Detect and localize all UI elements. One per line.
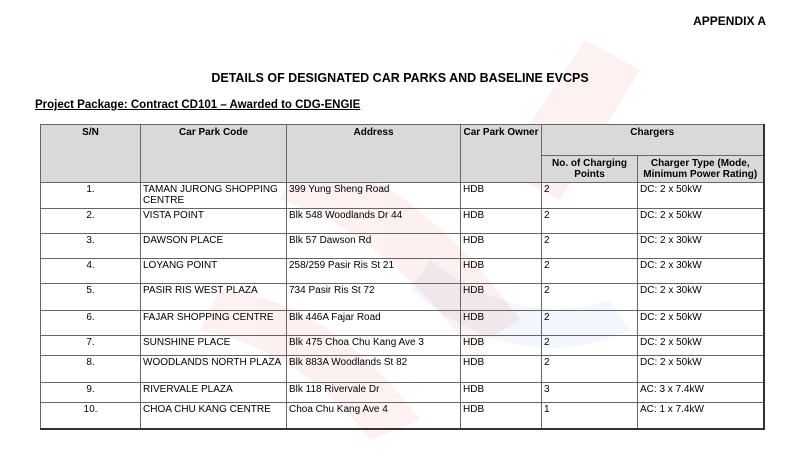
cell-car-park-code: WOODLANDS NORTH PLAZA	[140, 355, 287, 383]
cell-address: Blk 548 Woodlands Dr 44	[286, 208, 461, 234]
cell-sn: 6.	[40, 310, 141, 336]
header-chargers: Chargers	[541, 124, 764, 156]
cell-num-charging-points: 2	[541, 335, 638, 356]
cell-num-charging-points: 3	[541, 382, 638, 403]
cell-sn: 5.	[40, 283, 141, 311]
table-row: 1. TAMAN JURONG SHOPPING CENTRE 399 Yung…	[40, 182, 764, 209]
cell-car-park-code: RIVERVALE PLAZA	[140, 382, 287, 403]
cell-owner: HDB	[460, 402, 542, 429]
cell-owner: HDB	[460, 208, 542, 234]
cell-sn: 10.	[40, 402, 141, 429]
cell-car-park-code: VISTA POINT	[140, 208, 287, 234]
cell-car-park-code: SUNSHINE PLACE	[140, 335, 287, 356]
cell-address: Blk 446A Fajar Road	[286, 310, 461, 336]
cell-charger-type: DC: 2 x 50kW	[637, 182, 764, 209]
cell-charger-type: DC: 2 x 50kW	[637, 310, 764, 336]
cell-charger-type: AC: 1 x 7.4kW	[637, 402, 764, 429]
cell-sn: 3.	[40, 233, 141, 259]
cell-address: 399 Yung Sheng Road	[286, 182, 461, 209]
appendix-label: APPENDIX A	[693, 14, 766, 28]
cell-address: Blk 883A Woodlands St 82	[286, 355, 461, 383]
cell-num-charging-points: 2	[541, 283, 638, 311]
cell-address: Blk 118 Rivervale Dr	[286, 382, 461, 403]
cell-owner: HDB	[460, 335, 542, 356]
project-package-heading: Project Package: Contract CD101 – Awarde…	[35, 99, 361, 111]
cell-charger-type: DC: 2 x 30kW	[637, 258, 764, 284]
cell-address: 734 Pasir Ris St 72	[286, 283, 461, 311]
cell-car-park-code: FAJAR SHOPPING CENTRE	[140, 310, 287, 336]
cell-charger-type: DC: 2 x 50kW	[637, 335, 764, 356]
header-num-charging-points: No. of Charging Points	[541, 155, 638, 183]
header-charger-type: Charger Type (Mode, Minimum Power Rating…	[637, 155, 764, 183]
cell-address: Blk 57 Dawson Rd	[286, 233, 461, 259]
car-park-table: S/N Car Park Code Address Car Park Owner…	[40, 124, 765, 430]
header-address: Address	[286, 124, 461, 183]
cell-sn: 7.	[40, 335, 141, 356]
table-row: 4. LOYANG POINT 258/259 Pasir Ris St 21 …	[40, 258, 764, 284]
cell-owner: HDB	[460, 310, 542, 336]
table-row: 8. WOODLANDS NORTH PLAZA Blk 883A Woodla…	[40, 355, 764, 383]
cell-charger-type: DC: 2 x 50kW	[637, 355, 764, 383]
cell-num-charging-points: 2	[541, 182, 638, 209]
document-title: DETAILS OF DESIGNATED CAR PARKS AND BASE…	[211, 71, 589, 85]
cell-sn: 4.	[40, 258, 141, 284]
cell-address: Choa Chu Kang Ave 4	[286, 402, 461, 429]
cell-sn: 1.	[40, 182, 141, 209]
cell-charger-type: AC: 3 x 7.4kW	[637, 382, 764, 403]
cell-owner: HDB	[460, 355, 542, 383]
cell-num-charging-points: 2	[541, 208, 638, 234]
cell-num-charging-points: 2	[541, 310, 638, 336]
cell-sn: 2.	[40, 208, 141, 234]
cell-car-park-code: LOYANG POINT	[140, 258, 287, 284]
header-sn: S/N	[40, 124, 141, 183]
cell-charger-type: DC: 2 x 30kW	[637, 233, 764, 259]
cell-num-charging-points: 1	[541, 402, 638, 429]
cell-num-charging-points: 2	[541, 233, 638, 259]
cell-num-charging-points: 2	[541, 355, 638, 383]
header-car-park-owner: Car Park Owner	[460, 124, 542, 183]
cell-owner: HDB	[460, 233, 542, 259]
table-row: 7. SUNSHINE PLACE Blk 475 Choa Chu Kang …	[40, 335, 764, 356]
cell-sn: 8.	[40, 355, 141, 383]
cell-sn: 9.	[40, 382, 141, 403]
cell-car-park-code: TAMAN JURONG SHOPPING CENTRE	[140, 182, 287, 209]
cell-charger-type: DC: 2 x 30kW	[637, 283, 764, 311]
cell-owner: HDB	[460, 182, 542, 209]
table-row: 10. CHOA CHU KANG CENTRE Choa Chu Kang A…	[40, 402, 764, 429]
cell-address: Blk 475 Choa Chu Kang Ave 3	[286, 335, 461, 356]
cell-car-park-code: DAWSON PLACE	[140, 233, 287, 259]
table-row: 3. DAWSON PLACE Blk 57 Dawson Rd HDB 2 D…	[40, 233, 764, 259]
cell-num-charging-points: 2	[541, 258, 638, 284]
cell-address: 258/259 Pasir Ris St 21	[286, 258, 461, 284]
table-row: 2. VISTA POINT Blk 548 Woodlands Dr 44 H…	[40, 208, 764, 234]
cell-car-park-code: CHOA CHU KANG CENTRE	[140, 402, 287, 429]
header-car-park-code: Car Park Code	[140, 124, 287, 183]
cell-owner: HDB	[460, 258, 542, 284]
cell-car-park-code: PASIR RIS WEST PLAZA	[140, 283, 287, 311]
table-row: 9. RIVERVALE PLAZA Blk 118 Rivervale Dr …	[40, 382, 764, 403]
table-row: 5. PASIR RIS WEST PLAZA 734 Pasir Ris St…	[40, 283, 764, 311]
table-row: 6. FAJAR SHOPPING CENTRE Blk 446A Fajar …	[40, 310, 764, 336]
cell-owner: HDB	[460, 283, 542, 311]
cell-charger-type: DC: 2 x 50kW	[637, 208, 764, 234]
cell-owner: HDB	[460, 382, 542, 403]
